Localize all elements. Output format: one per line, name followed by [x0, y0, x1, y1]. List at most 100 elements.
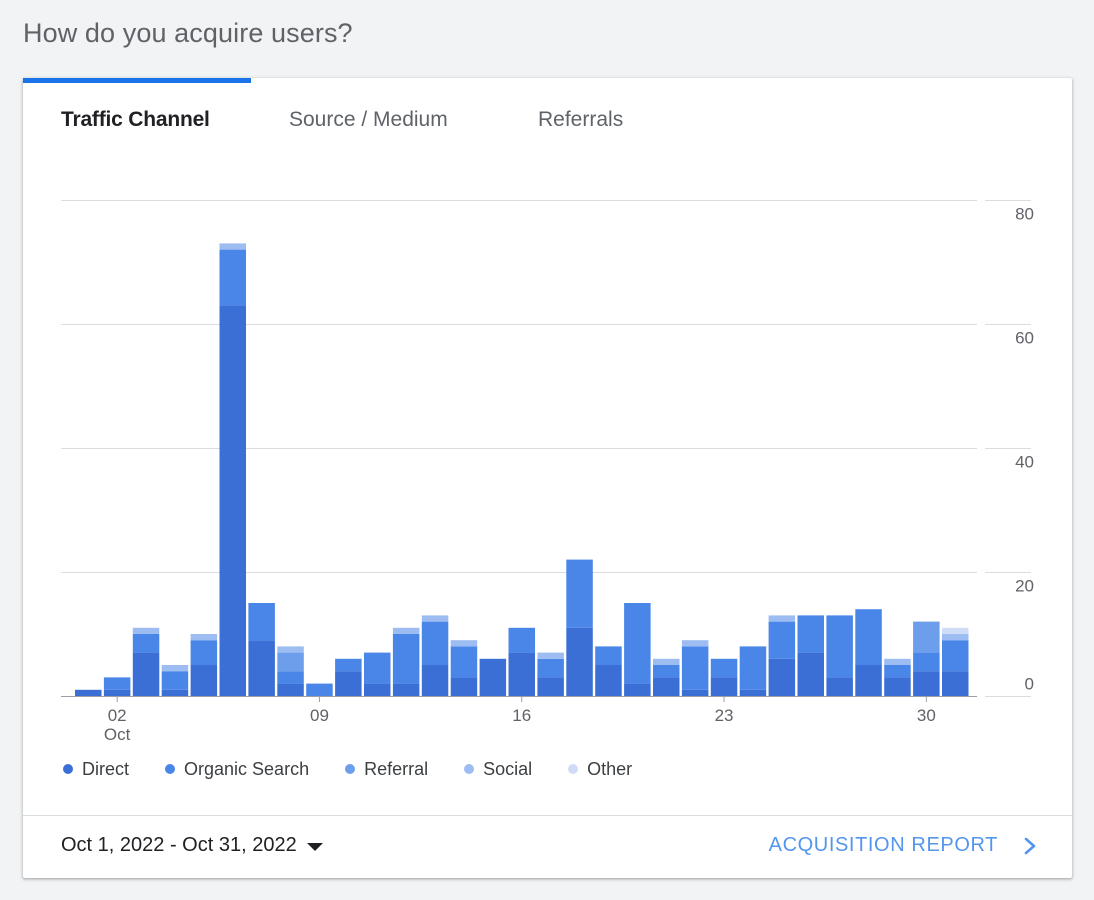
- bar-segment[interactable]: [884, 658, 911, 665]
- bar-segment[interactable]: [913, 671, 940, 696]
- bar-segment[interactable]: [653, 665, 680, 678]
- bar-segment[interactable]: [537, 658, 564, 678]
- bar-segment[interactable]: [161, 671, 189, 690]
- legend-dot-social: [464, 764, 475, 774]
- bar-segment[interactable]: [132, 652, 160, 696]
- bar-segment[interactable]: [681, 640, 709, 647]
- bar-segment[interactable]: [132, 627, 160, 634]
- caret-down-icon: [306, 842, 323, 851]
- bar-segment[interactable]: [826, 615, 853, 678]
- bar-segment[interactable]: [450, 677, 478, 696]
- bar-segment[interactable]: [884, 665, 911, 678]
- legend-label-organic-search: Organic Search: [184, 758, 310, 779]
- bar-segment[interactable]: [624, 683, 651, 696]
- bar-segment[interactable]: [277, 646, 304, 653]
- bar-segment[interactable]: [277, 652, 304, 672]
- bar-segment[interactable]: [942, 671, 969, 696]
- bar-segment[interactable]: [913, 621, 940, 653]
- bar-segment[interactable]: [335, 671, 362, 696]
- bar-segment[interactable]: [595, 665, 622, 696]
- acquisition-report-label: ACQUISITION REPORT: [768, 834, 998, 856]
- tab-bar: Traffic Channel Source / Medium Referral…: [23, 108, 1072, 142]
- bar-segment[interactable]: [855, 665, 882, 696]
- bar-segment[interactable]: [508, 652, 536, 696]
- legend-dot-direct: [63, 764, 73, 774]
- bar-segment[interactable]: [421, 615, 449, 622]
- bar-segment[interactable]: [103, 677, 131, 690]
- bar-segment[interactable]: [768, 658, 796, 696]
- bar-segment[interactable]: [739, 646, 767, 690]
- legend-item-direct[interactable]: Direct: [63, 759, 129, 780]
- bar-segment[interactable]: [653, 658, 680, 665]
- bar-segment[interactable]: [277, 671, 304, 684]
- bar-segment[interactable]: [421, 621, 449, 665]
- bar-segment[interactable]: [797, 615, 825, 653]
- bar-segment[interactable]: [681, 689, 709, 696]
- bar-segment[interactable]: [768, 621, 796, 659]
- bar-segment[interactable]: [132, 634, 160, 653]
- active-tab-indicator: [23, 78, 251, 83]
- legend-item-organic-search[interactable]: Organic Search: [165, 759, 309, 780]
- date-range-label: Oct 1, 2022 - Oct 31, 2022: [61, 834, 297, 856]
- bar-segment[interactable]: [75, 689, 102, 696]
- bar-segment[interactable]: [537, 677, 564, 696]
- bar-segment[interactable]: [190, 634, 218, 641]
- legend-item-referral[interactable]: Referral: [345, 759, 428, 780]
- bar-segment[interactable]: [826, 677, 853, 696]
- bar-segment[interactable]: [161, 665, 189, 672]
- bar-segment[interactable]: [710, 677, 738, 696]
- bar-segment[interactable]: [450, 646, 478, 678]
- bar-segment[interactable]: [103, 689, 131, 696]
- bar-segment[interactable]: [681, 646, 709, 690]
- bar-segment[interactable]: [479, 658, 507, 696]
- bar-segment[interactable]: [566, 559, 593, 628]
- bar-segment[interactable]: [768, 615, 796, 622]
- acquisition-report-link[interactable]: ACQUISITION REPORT: [769, 834, 1040, 857]
- bar-segment[interactable]: [190, 665, 218, 696]
- bar-segment[interactable]: [942, 634, 969, 641]
- bar-segment[interactable]: [537, 652, 564, 659]
- bar-segment[interactable]: [190, 640, 218, 665]
- legend-label-other: Other: [587, 758, 633, 779]
- bar-segment[interactable]: [624, 603, 651, 684]
- date-range-picker[interactable]: Oct 1, 2022 - Oct 31, 2022: [61, 834, 323, 857]
- bar-segment[interactable]: [392, 634, 420, 684]
- bar-segment[interactable]: [364, 652, 391, 684]
- bar-segment[interactable]: [653, 677, 680, 696]
- legend-item-other[interactable]: Other: [568, 759, 632, 780]
- bar-segment[interactable]: [508, 627, 536, 653]
- bar-segment[interactable]: [710, 658, 738, 678]
- tab-referrals[interactable]: Referrals: [538, 108, 624, 131]
- bar-segment[interactable]: [797, 652, 825, 696]
- bar-segment[interactable]: [566, 627, 593, 696]
- bar-segment[interactable]: [161, 689, 189, 696]
- bar-segment[interactable]: [942, 627, 969, 634]
- bar-segment[interactable]: [855, 609, 882, 665]
- bar-segment[interactable]: [219, 305, 247, 696]
- bar-segment[interactable]: [884, 677, 911, 696]
- tab-source-medium[interactable]: Source / Medium: [289, 108, 448, 131]
- bar-segment[interactable]: [248, 640, 275, 696]
- bar-segment[interactable]: [421, 665, 449, 696]
- bar-segment[interactable]: [942, 640, 969, 672]
- y-tick-label: 60: [1015, 329, 1034, 348]
- bar-segment[interactable]: [595, 646, 622, 665]
- legend-item-social[interactable]: Social: [464, 759, 532, 780]
- bar-segment[interactable]: [306, 683, 333, 696]
- bar-segment[interactable]: [450, 640, 478, 647]
- bar-segment[interactable]: [392, 627, 420, 634]
- bar-segment[interactable]: [277, 683, 304, 696]
- bar-segment[interactable]: [364, 683, 391, 696]
- bar-segment[interactable]: [219, 243, 247, 250]
- y-tick-label: 40: [1015, 453, 1034, 472]
- bar-segment[interactable]: [219, 249, 247, 306]
- bar-segment[interactable]: [739, 689, 767, 696]
- tab-traffic-channel[interactable]: Traffic Channel: [61, 108, 210, 131]
- x-tick-label: 02: [108, 706, 127, 725]
- bar-segment[interactable]: [335, 658, 362, 672]
- bar-segment[interactable]: [248, 603, 275, 641]
- x-tick-label: 09: [310, 706, 329, 725]
- bar-segment[interactable]: [913, 652, 940, 672]
- bar-segment[interactable]: [392, 683, 420, 696]
